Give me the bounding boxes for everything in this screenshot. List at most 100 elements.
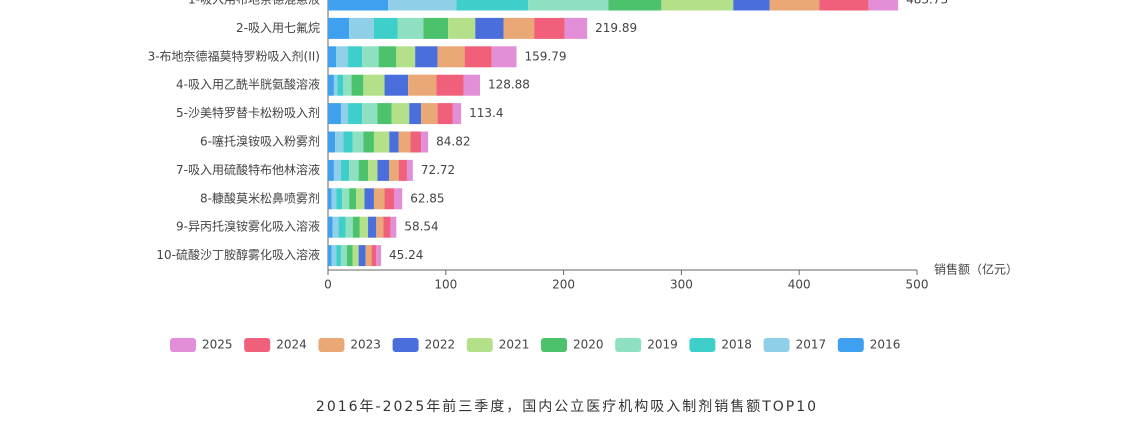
legend-label: 2019 xyxy=(647,338,678,352)
bar-segment xyxy=(343,131,353,153)
bar-segment xyxy=(661,0,734,11)
bar-segment xyxy=(388,0,457,11)
bar-segment xyxy=(384,188,394,210)
bar-segment xyxy=(463,74,480,96)
bar-segment xyxy=(452,103,462,125)
bar-segment xyxy=(358,159,369,181)
bar-segment xyxy=(358,245,366,267)
legend-swatch xyxy=(689,338,716,352)
bar-segment xyxy=(345,216,353,238)
category-label: 3-布地奈德福莫特罗粉吸入剂(II) xyxy=(148,48,320,63)
bar-segment xyxy=(340,159,350,181)
bar-segment xyxy=(464,46,492,68)
bar-segment xyxy=(376,216,384,238)
bar-segment xyxy=(340,245,347,267)
bar-segment xyxy=(398,159,407,181)
x-tick-label: 0 xyxy=(324,278,332,292)
bar-segment xyxy=(406,159,413,181)
bar-segment xyxy=(534,17,565,39)
bar-segment xyxy=(437,46,465,68)
bar-segment xyxy=(364,188,374,210)
legend-swatch xyxy=(837,338,864,352)
bar-segment xyxy=(408,74,437,96)
bar-segment xyxy=(328,131,336,153)
bar-segment xyxy=(328,159,334,181)
legend-swatch xyxy=(541,338,567,352)
total-label: 483.73 xyxy=(906,0,948,7)
legend-swatch xyxy=(763,338,790,352)
bar-segment xyxy=(328,17,350,39)
bar-segment xyxy=(397,17,424,39)
bar-segment xyxy=(528,0,609,11)
caption: 2016年-2025年前三季度，国内公立医疗机构吸入制剂销售额TOP10 xyxy=(316,398,818,415)
legend-label: 2017 xyxy=(796,338,827,352)
bar-segment xyxy=(359,216,369,238)
bar-segment xyxy=(349,188,357,210)
category-label: 10-硫酸沙丁胺醇雾化吸入溶液 xyxy=(156,247,320,262)
bar-segment xyxy=(437,103,453,125)
bar-segment xyxy=(409,103,422,125)
bar-segment xyxy=(377,159,390,181)
legend-label: 2018 xyxy=(721,338,752,352)
category-label: 7-吸入用硫酸特布他林溶液 xyxy=(176,162,320,177)
bar-segment xyxy=(337,74,344,96)
bar-segment xyxy=(346,245,353,267)
legend-label: 2016 xyxy=(870,338,901,352)
bar-segment xyxy=(733,0,770,11)
bar-segment xyxy=(396,46,416,68)
legend-label: 2025 xyxy=(202,338,233,352)
category-label: 5-沙美特罗替卡松粉吸入剂 xyxy=(176,105,320,120)
bar-segment xyxy=(348,46,363,68)
x-tick-label: 400 xyxy=(788,278,811,292)
bar-segment xyxy=(456,0,529,11)
bar-segment xyxy=(328,188,332,210)
bar-segment xyxy=(769,0,820,11)
bar-segment xyxy=(368,159,378,181)
x-tick-label: 200 xyxy=(552,278,575,292)
total-label: 58.54 xyxy=(404,220,438,234)
bar-segment xyxy=(503,17,535,39)
bar-segment xyxy=(328,0,389,11)
bar-segment xyxy=(384,74,409,96)
bar-segment xyxy=(391,103,410,125)
total-label: 45.24 xyxy=(389,248,423,262)
legend-swatch xyxy=(244,338,271,352)
bar-segment xyxy=(383,216,391,238)
legend-label: 2021 xyxy=(499,338,530,352)
category-label: 4-吸入用乙酰半胱氨酸溶液 xyxy=(176,77,320,92)
bar-segment xyxy=(365,245,372,267)
category-label: 2-吸入用七氟烷 xyxy=(236,21,320,35)
category-label: 1-吸入用布地奈德混悬液 xyxy=(188,0,320,7)
bar-segment xyxy=(342,188,350,210)
bar-segment xyxy=(328,103,341,125)
bar-segment xyxy=(368,216,377,238)
bar-segment xyxy=(363,74,385,96)
bar-segment xyxy=(389,131,399,153)
bar-segment xyxy=(376,245,382,267)
legend-swatch xyxy=(170,338,196,352)
category-label: 9-异丙托溴铵雾化吸入溶液 xyxy=(176,219,320,234)
bar-segment xyxy=(378,46,397,68)
bar-segment xyxy=(423,17,449,39)
bar-segment xyxy=(393,188,403,210)
bar-segment xyxy=(373,188,385,210)
bar-segment xyxy=(362,46,379,68)
bar-segment xyxy=(336,46,349,68)
legend-label: 2023 xyxy=(350,338,381,352)
x-tick-label: 100 xyxy=(434,278,457,292)
legend-swatch xyxy=(466,338,493,352)
bar-segment xyxy=(608,0,662,11)
bar-segment xyxy=(352,216,360,238)
total-label: 72.72 xyxy=(421,163,455,177)
bar-segment xyxy=(868,0,899,11)
legend-swatch xyxy=(392,338,419,352)
legend-label: 2024 xyxy=(276,338,307,352)
bar-segment xyxy=(352,245,359,267)
bar-segment xyxy=(336,245,341,267)
bar-segment xyxy=(421,103,438,125)
legend-swatch xyxy=(318,338,345,352)
bar-segment xyxy=(373,17,398,39)
bar-segment xyxy=(819,0,869,11)
bar-segment xyxy=(421,131,429,153)
bar-segment xyxy=(328,46,337,68)
